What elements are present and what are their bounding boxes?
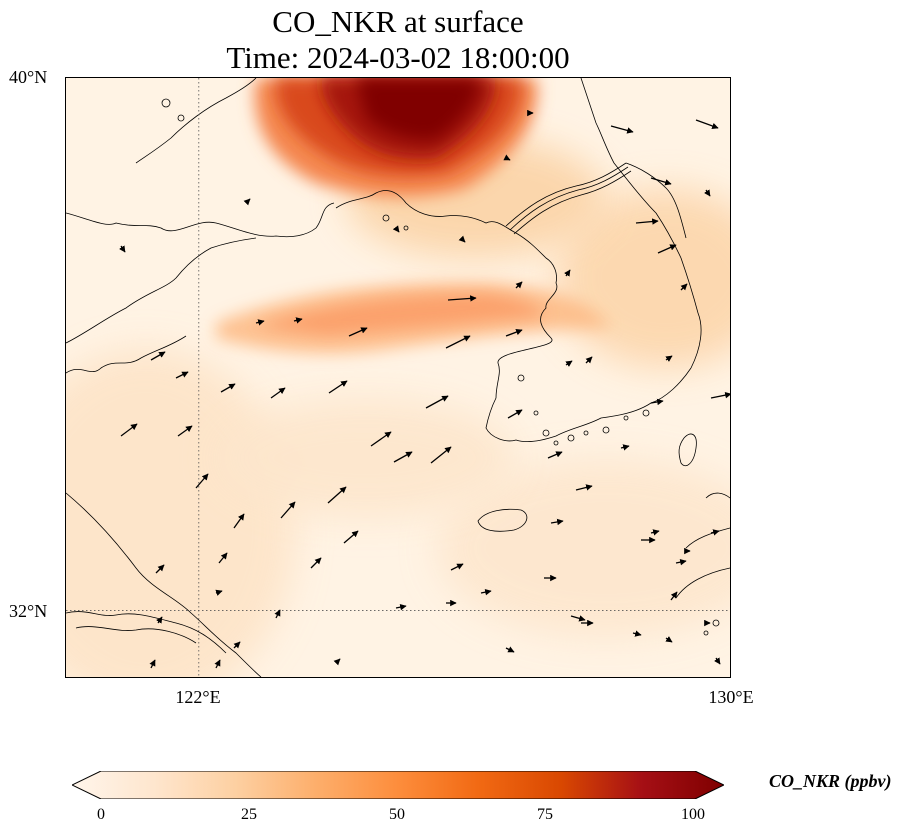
- wind-arrow: [680, 283, 688, 291]
- wind-arrow: [620, 444, 630, 451]
- colorbar-tick-0: 0: [97, 806, 105, 823]
- lon-label-122e: 122°E: [175, 687, 221, 707]
- concentration-map: [66, 78, 730, 677]
- wind-arrow: [650, 177, 672, 186]
- wind-arrow: [327, 486, 347, 504]
- wind-arrow: [120, 423, 138, 437]
- colorbar-tick-50: 50: [389, 806, 405, 823]
- wind-arrow: [714, 657, 721, 665]
- colorbar-tick-75: 75: [537, 806, 553, 823]
- wind-arrow: [293, 317, 303, 324]
- wind-arrow: [395, 603, 407, 611]
- wind-arrow: [635, 218, 659, 225]
- wind-arrow: [505, 646, 515, 653]
- wind-arrow: [585, 356, 593, 364]
- wind-arrow: [119, 245, 126, 253]
- lat-label-32n: 32°N: [9, 601, 48, 621]
- wind-arrow: [195, 473, 209, 489]
- wind-arrow: [447, 295, 477, 302]
- wind-arrow: [255, 319, 265, 326]
- wind-arrow: [445, 335, 471, 349]
- wind-arrow: [175, 371, 189, 379]
- wind-arrow: [650, 529, 660, 536]
- wind-arrow: [547, 451, 563, 459]
- wind-arrow: [220, 383, 236, 393]
- wind-arrow: [233, 513, 245, 529]
- wind-arrow: [675, 558, 687, 566]
- wind-arrow: [425, 395, 449, 409]
- colorbar: [72, 771, 724, 799]
- wind-arrow: [370, 431, 392, 447]
- wind-arrow: [270, 387, 286, 399]
- wind-arrow: [507, 409, 523, 419]
- wind-arrow: [310, 557, 322, 569]
- wind-arrow: [274, 609, 281, 619]
- wind-arrow: [503, 154, 511, 161]
- wind-arrow: [650, 398, 664, 406]
- wind-arrow: [670, 591, 678, 601]
- wind-arrow: [333, 658, 341, 666]
- wind-arrow: [515, 281, 523, 289]
- wind-arrow: [177, 425, 193, 437]
- wind-arrow: [233, 641, 241, 649]
- wind-arrow: [155, 564, 165, 574]
- wind-vectors: [119, 109, 730, 669]
- wind-arrow: [243, 198, 251, 206]
- wind-arrow: [150, 351, 166, 361]
- wind-arrow: [657, 244, 677, 254]
- wind-arrow: [632, 630, 642, 637]
- wind-arrow: [710, 391, 730, 399]
- gridlines: [66, 78, 730, 677]
- wind-arrow: [550, 518, 564, 526]
- colorbar-tick-25: 25: [241, 806, 257, 823]
- wind-arrow: [214, 659, 221, 669]
- wind-arrow: [280, 501, 296, 519]
- wind-arrow: [393, 451, 413, 463]
- wind-arrow: [564, 269, 571, 277]
- wind-arrow: [570, 615, 586, 622]
- wind-arrow: [458, 235, 466, 243]
- wind-arrow: [575, 484, 593, 491]
- coastlines: [66, 78, 730, 677]
- concentration-field: [66, 78, 730, 677]
- wind-arrow: [392, 225, 400, 233]
- wind-arrow: [149, 659, 156, 669]
- lon-label-130e: 130°E: [708, 687, 754, 707]
- wind-arrow: [695, 119, 719, 130]
- wind-arrow: [704, 189, 711, 197]
- colorbar-tick-100: 100: [681, 806, 705, 823]
- wind-arrow: [218, 552, 228, 564]
- lat-label-40n: 40°N: [9, 67, 48, 87]
- wind-arrow: [343, 530, 359, 544]
- wind-arrow: [665, 355, 673, 362]
- wind-arrow: [505, 329, 523, 337]
- wind-arrow: [215, 589, 223, 596]
- wind-arrow: [156, 616, 163, 624]
- wind-arrow: [565, 360, 573, 367]
- map-panel[interactable]: [65, 77, 731, 678]
- wind-arrow: [328, 380, 348, 394]
- colorbar-label: CO_NKR (ppbv): [769, 771, 892, 791]
- wind-arrow: [348, 327, 368, 337]
- wind-arrow: [450, 563, 464, 571]
- wind-arrow: [480, 588, 492, 596]
- wind-arrow: [710, 529, 720, 536]
- wind-arrow: [610, 125, 634, 134]
- wind-arrow: [430, 446, 452, 464]
- wind-arrow: [665, 636, 673, 643]
- map-subtitle-time: Time: 2024-03-02 18:00:00: [226, 40, 570, 75]
- map-title: CO_NKR at surface: [272, 4, 524, 39]
